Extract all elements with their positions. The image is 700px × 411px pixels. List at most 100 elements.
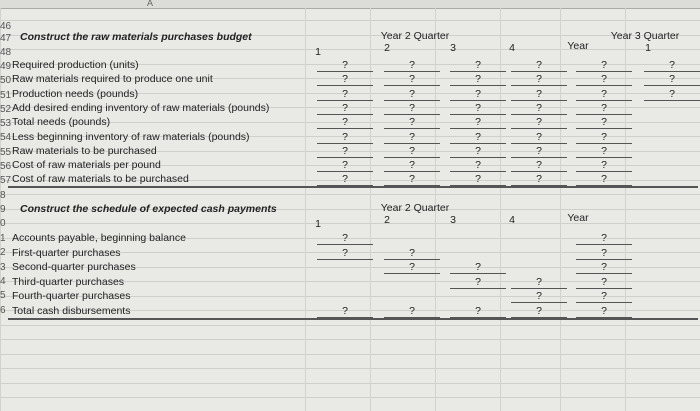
row-number: 53 [0,118,12,129]
cell-value: ? [342,87,348,100]
cell-value: ? [601,261,607,274]
cell-underline [576,273,632,275]
cell-value: ? [342,144,348,157]
row-number: 8 [0,190,6,201]
row-label: Total cash disbursements [12,305,131,317]
grid-line [0,179,700,181]
cell-underline [450,287,506,289]
cell-value: ? [601,275,607,288]
cell-underline [384,71,440,72]
grid-line [0,49,700,50]
column-header: 2 [384,42,390,54]
cell-underline [511,317,567,318]
column-header: Year [567,40,589,52]
cell-value: ? [409,116,415,129]
grid-line [0,223,700,224]
cell-underline [450,99,506,101]
row-label: Raw materials required to produce one un… [12,73,213,86]
cell-value: ? [342,59,348,71]
cell-underline [511,85,567,87]
cell-underline [450,71,506,72]
column-header-bar [0,0,700,9]
column-header: 4 [509,214,515,226]
cell-value: ? [475,275,481,288]
cell-underline [317,71,373,72]
cell-underline [511,142,567,144]
cell-underline [384,273,440,275]
cell-underline [511,302,567,304]
cell-underline [511,287,567,289]
row-number: 47 [0,33,12,44]
group-header: Year 3 Quarter [610,30,680,42]
cell-value: ? [409,246,415,259]
section-title: Construct the schedule of expected cash … [20,203,277,215]
cell-value: ? [536,87,542,100]
grid-line [0,194,700,195]
total-rule [8,186,698,189]
column-header: 1 [315,46,321,58]
column-letter: A [146,0,154,8]
cell-underline [576,128,632,130]
cell-underline [576,71,632,72]
row-label: Fourth-quarter purchases [12,290,131,303]
grid-line [0,208,700,210]
cell-underline [384,85,440,87]
cell-value: ? [475,73,481,86]
grid-line [0,397,700,398]
row-number: 5 [0,290,6,301]
row-number: 49 [0,61,12,72]
row-number: 55 [0,147,12,158]
cell-value: ? [475,116,481,129]
cell-value: ? [409,261,415,274]
column-header: 3 [450,42,456,54]
cell-value: ? [342,246,348,259]
cell-value: ? [409,59,415,71]
grid-line [0,266,700,268]
cell-value: ? [475,261,481,274]
row-number: 6 [0,305,6,316]
grid-line [0,165,700,166]
cell-underline [576,302,632,304]
cell-value: ? [536,73,542,86]
column-header: 1 [645,42,651,54]
grid-line [0,295,700,297]
grid-line [0,281,700,282]
cell-underline [317,258,373,260]
cell-underline [384,317,440,318]
grid-line [0,63,700,65]
row-number: 48 [0,47,12,58]
grid-line [0,353,700,355]
cell-value: ? [409,87,415,100]
grid-line [0,382,700,384]
cell-value: ? [475,59,481,71]
cell-underline [576,244,632,245]
grid-line [370,8,371,411]
row-label: Required production (units) [12,59,139,71]
cell-underline [450,85,506,87]
cell-value: ? [342,73,348,86]
cell-value: ? [536,144,542,157]
grid-line [560,8,561,411]
cell-underline [450,171,506,173]
cell-value: ? [475,87,481,100]
cell-value: ? [536,116,542,129]
grid-line [305,8,306,411]
row-label: Cost of raw materials per pound [12,159,161,172]
cell-underline [511,185,567,187]
grid-line [0,78,700,79]
grid-line [0,34,700,36]
cell-value: ? [342,159,348,172]
grid-line [0,237,700,239]
cell-underline [511,113,567,115]
cell-value: ? [475,130,481,143]
cell-value: ? [601,101,607,114]
cell-underline [576,171,632,173]
group-header: Year 2 Quarter [380,30,450,42]
row-label: Third-quarter purchases [12,275,125,288]
row-number: 57 [0,175,12,186]
row-number: 51 [0,90,12,101]
row-label: First-quarter purchases [12,246,121,259]
cell-value: ? [536,101,542,114]
grid-line [0,20,700,21]
cell-underline [317,113,373,115]
